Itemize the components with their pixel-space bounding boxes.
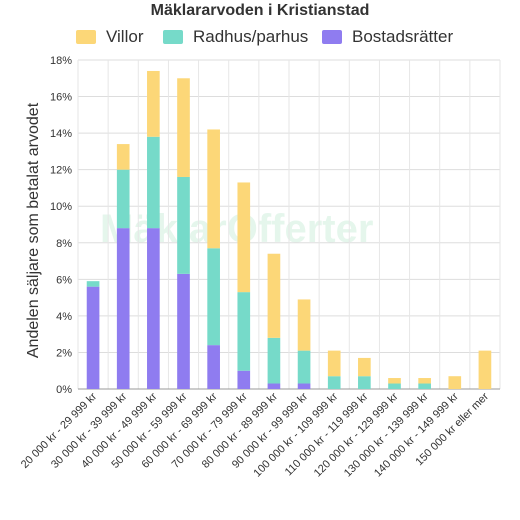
bar-radhus-parhus (267, 337, 281, 384)
bar-radhus-parhus (297, 350, 311, 384)
legend-swatch (76, 30, 96, 44)
bar-radhus-parhus (86, 281, 100, 287)
legend-swatch (322, 30, 342, 44)
bar-radhus-parhus (177, 176, 190, 274)
bar-radhus-parhus (147, 136, 160, 229)
legend-label: Radhus/parhus (193, 27, 309, 46)
legend-item[interactable]: Radhus/parhus (163, 26, 308, 48)
bar-radhus-parhus (207, 248, 220, 346)
legend-item[interactable]: Bostadsrätter (322, 26, 453, 48)
y-tick-label: 2% (56, 347, 72, 359)
bar-villor (358, 357, 371, 377)
bar-bostadsr-tter (177, 273, 190, 389)
bar-bostadsr-tter (86, 286, 100, 389)
bar-bostadsr-tter (297, 383, 311, 389)
bar-villor (207, 129, 220, 249)
y-tick-label: 6% (56, 274, 72, 286)
y-tick-label: 10% (50, 201, 72, 213)
bar-radhus-parhus (116, 169, 130, 229)
chart-title: Mäklararvoden i Kristianstad (150, 2, 370, 19)
bar-villor (388, 378, 401, 384)
y-tick-label: 0% (56, 384, 72, 396)
bar-villor (116, 144, 130, 170)
y-tick-label: 18% (50, 55, 72, 67)
y-tick-label: 12% (50, 165, 72, 177)
legend: Villor Radhus/parhus Bostadsrätter (0, 26, 520, 50)
legend-item[interactable]: Villor (76, 26, 143, 48)
bar-bostadsr-tter (207, 345, 220, 389)
legend-label: Bostadsrätter (352, 27, 454, 46)
bar-radhus-parhus (418, 383, 431, 389)
y-tick-label: 14% (50, 128, 72, 140)
y-tick-label: 16% (50, 92, 72, 104)
y-tick-label: 4% (56, 311, 72, 323)
bar-villor (147, 70, 160, 137)
y-tick-label: 8% (56, 238, 72, 250)
bar-villor (478, 350, 492, 389)
bar-villor (448, 376, 462, 389)
bar-villor (418, 378, 431, 384)
bar-villor (297, 299, 311, 351)
bar-radhus-parhus (237, 292, 251, 371)
legend-swatch (163, 30, 183, 44)
bar-bostadsr-tter (116, 228, 130, 389)
bar-radhus-parhus (327, 376, 341, 389)
legend-label: Villor (106, 27, 144, 46)
bar-villor (177, 78, 190, 177)
bar-radhus-parhus (358, 376, 371, 389)
y-axis-title: Andelen säljare som betalat arvodet (25, 102, 42, 358)
bar-bostadsr-tter (237, 370, 251, 389)
bar-villor (267, 253, 281, 338)
bar-villor (327, 350, 341, 377)
bar-radhus-parhus (388, 383, 401, 389)
watermark: MäklarOfferter (100, 207, 373, 251)
bar-bostadsr-tter (147, 228, 160, 389)
bar-villor (237, 182, 251, 293)
bar-bostadsr-tter (267, 383, 281, 389)
